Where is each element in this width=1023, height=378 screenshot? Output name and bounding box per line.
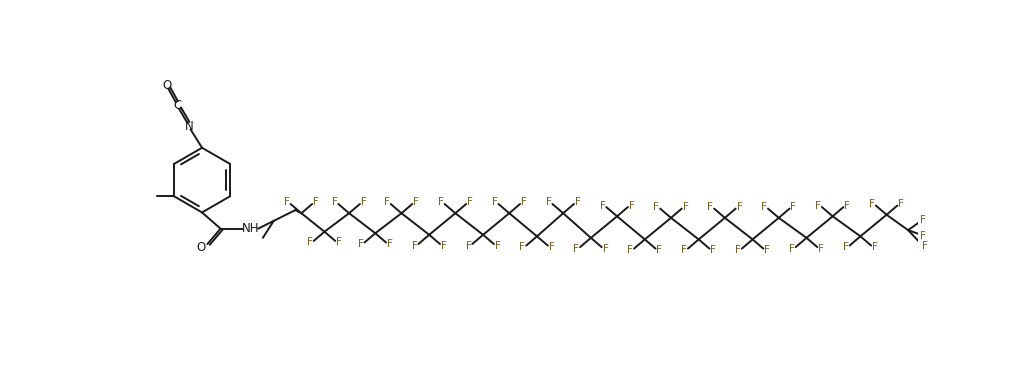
Text: F: F bbox=[761, 202, 767, 212]
Text: F: F bbox=[358, 239, 363, 249]
Text: F: F bbox=[545, 197, 551, 208]
Text: F: F bbox=[843, 242, 849, 252]
Text: F: F bbox=[307, 237, 313, 248]
Text: F: F bbox=[495, 240, 500, 251]
Text: F: F bbox=[413, 197, 419, 208]
Text: F: F bbox=[331, 197, 338, 208]
Text: O: O bbox=[162, 79, 171, 92]
Text: F: F bbox=[707, 202, 713, 212]
Text: C: C bbox=[173, 99, 181, 112]
Text: F: F bbox=[920, 215, 926, 225]
Text: O: O bbox=[196, 242, 206, 254]
Text: F: F bbox=[844, 200, 850, 211]
Text: F: F bbox=[411, 240, 417, 251]
Text: F: F bbox=[520, 242, 525, 252]
Text: F: F bbox=[337, 237, 342, 248]
Text: F: F bbox=[283, 197, 290, 208]
Text: F: F bbox=[438, 197, 444, 208]
Text: F: F bbox=[548, 242, 554, 252]
Text: F: F bbox=[737, 202, 743, 212]
Text: F: F bbox=[629, 200, 634, 211]
Text: F: F bbox=[764, 245, 770, 255]
Text: F: F bbox=[492, 197, 497, 208]
Text: F: F bbox=[922, 241, 928, 251]
Text: F: F bbox=[627, 245, 633, 255]
Text: F: F bbox=[815, 200, 821, 211]
Text: F: F bbox=[441, 240, 447, 251]
Text: F: F bbox=[465, 240, 472, 251]
Text: F: F bbox=[361, 197, 366, 208]
Text: F: F bbox=[575, 197, 581, 208]
Text: F: F bbox=[384, 197, 390, 208]
Text: F: F bbox=[791, 202, 796, 212]
Text: F: F bbox=[789, 244, 795, 254]
Text: F: F bbox=[654, 202, 659, 212]
Text: F: F bbox=[573, 244, 579, 254]
Text: F: F bbox=[920, 231, 926, 240]
Text: N: N bbox=[184, 120, 193, 133]
Text: F: F bbox=[657, 245, 662, 255]
Text: F: F bbox=[710, 245, 716, 255]
Text: F: F bbox=[872, 242, 878, 252]
Text: F: F bbox=[735, 245, 741, 255]
Text: F: F bbox=[521, 197, 527, 208]
Text: F: F bbox=[603, 244, 609, 254]
Text: F: F bbox=[682, 202, 688, 212]
Text: F: F bbox=[681, 245, 687, 255]
Text: F: F bbox=[898, 199, 904, 209]
Text: F: F bbox=[468, 197, 473, 208]
Text: F: F bbox=[313, 197, 319, 208]
Text: NH: NH bbox=[241, 222, 259, 235]
Text: F: F bbox=[818, 244, 825, 254]
Text: F: F bbox=[869, 199, 875, 209]
Text: F: F bbox=[599, 200, 606, 211]
Text: F: F bbox=[387, 239, 393, 249]
